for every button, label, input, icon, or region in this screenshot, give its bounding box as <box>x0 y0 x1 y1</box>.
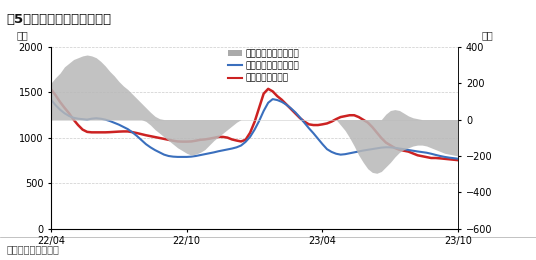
Text: 数据来源：卓创资讯: 数据来源：卓创资讯 <box>6 244 59 255</box>
Text: 万吨: 万吨 <box>481 30 493 40</box>
Legend: 库存两年仓差（右轴）, 建筑钢材库存（左轴）, 上年同期（左轴）: 库存两年仓差（右轴）, 建筑钢材库存（左轴）, 上年同期（左轴） <box>227 48 301 84</box>
Text: 万吨: 万吨 <box>16 30 28 40</box>
Text: 图5建筑钢材社会库存走势图: 图5建筑钢材社会库存走势图 <box>6 13 111 26</box>
